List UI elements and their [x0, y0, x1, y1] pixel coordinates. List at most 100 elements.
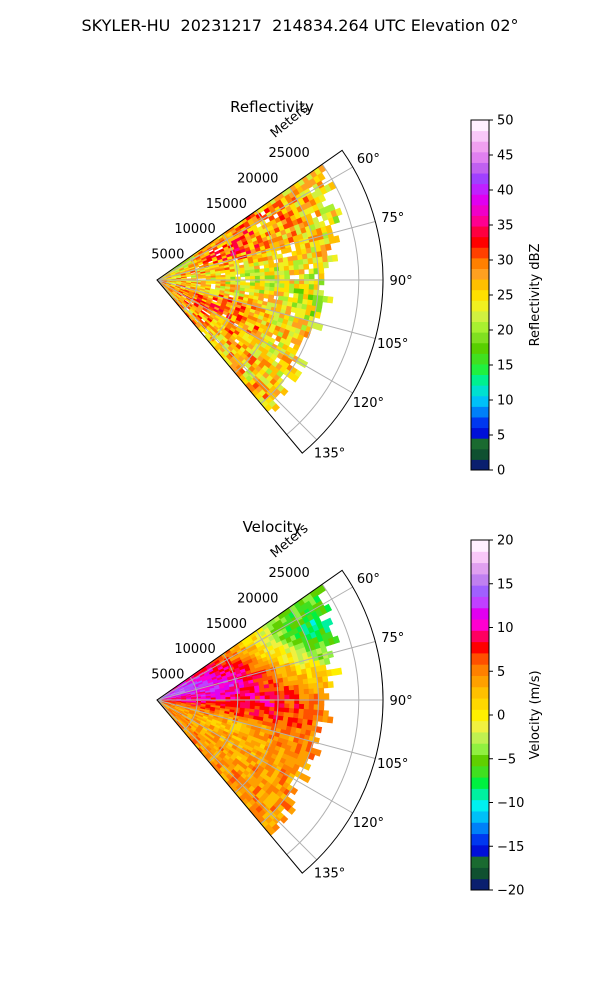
radar-gate [298, 684, 305, 691]
colorbar-segment [471, 183, 489, 195]
panel-title: Reflectivity [230, 98, 314, 116]
colorbar-tick-label: 15 [497, 577, 514, 592]
radar-gate [244, 273, 251, 277]
colorbar-segment [471, 173, 489, 185]
radar-gate [254, 692, 261, 697]
radar-gate [297, 259, 304, 266]
radar-gate [298, 269, 305, 275]
colorbar-segment [471, 652, 489, 665]
radar-gate [293, 264, 300, 271]
radar-gate [334, 207, 343, 217]
colorbar-segment [471, 675, 489, 688]
range-ring [208, 653, 239, 763]
azimuth-spoke [156, 221, 376, 281]
radar-gate [323, 657, 331, 666]
radar-gate [254, 275, 261, 280]
radar-gate [284, 694, 290, 700]
radar-gate [230, 696, 236, 701]
radar-gate [283, 261, 290, 267]
colorbar-segment [471, 236, 489, 248]
colorbar: 0 5 10 15 20 25 30 35 40 45 50 Reflectivity dBZ [470, 114, 543, 479]
radar-gate [299, 694, 305, 700]
radar-gate [269, 267, 275, 273]
azimuth-tick-label: 105° [377, 757, 408, 772]
radar-gate [279, 270, 285, 276]
radar-gate [318, 267, 325, 275]
radar-gate [318, 687, 325, 695]
colorbar-segment [471, 765, 489, 778]
radar-gate [321, 250, 328, 258]
radar-gate [289, 283, 295, 290]
radar-gate [298, 283, 305, 290]
radar-gate [271, 403, 280, 413]
colorbar-segment [471, 596, 489, 609]
radar-gate [215, 697, 222, 701]
radar-gate [259, 271, 266, 277]
radar-gate [293, 689, 300, 696]
radar-gate [210, 281, 217, 285]
radar-gate [288, 288, 295, 294]
radar-gate [254, 272, 261, 277]
radar-gate [317, 682, 324, 689]
radar-gate [323, 693, 330, 700]
radar-gate [274, 690, 281, 696]
radar-gate [288, 269, 295, 276]
radar-gate [279, 815, 289, 824]
radar-gate [332, 635, 341, 644]
radar-gate [318, 709, 325, 717]
radar-gate [292, 259, 300, 266]
radar-gate [269, 695, 276, 700]
azimuth-spoke [156, 279, 353, 394]
radar-gate [308, 268, 315, 275]
radar-gate [284, 274, 290, 280]
radar-gate [279, 283, 285, 289]
range-ring [234, 630, 279, 794]
radar-gate [303, 693, 310, 700]
colorbar-segment [471, 844, 489, 857]
range-ring [208, 233, 239, 343]
radar-gate [259, 702, 266, 708]
range-ring [260, 187, 319, 405]
radar-gate [322, 681, 329, 689]
colorbar-segment [471, 448, 489, 460]
azimuth-tick-label: 105° [377, 337, 408, 352]
radar-data-field [156, 584, 343, 836]
radar-gate [278, 686, 285, 692]
colorbar-segment [471, 585, 489, 597]
radar-gate [287, 806, 297, 815]
colorbar-tick-label: −5 [497, 752, 516, 767]
colorbar-segment [471, 194, 489, 206]
radar-gate [264, 275, 271, 280]
radar-gate [327, 296, 334, 304]
radar-gate [274, 703, 281, 709]
radar-gate [331, 254, 339, 262]
radar-gate [308, 273, 315, 280]
radar-gate [293, 703, 300, 710]
radar-gate [228, 291, 235, 296]
colorbar-segment [471, 630, 489, 643]
colorbar-segment [471, 788, 489, 801]
colorbar-tick-label: 0 [497, 464, 505, 479]
colorbar-segment [471, 427, 489, 439]
radar-gate [298, 689, 305, 695]
radar-gate [317, 172, 326, 182]
radar-gate [279, 703, 285, 709]
radar-gate [298, 288, 305, 295]
radar-gate [249, 692, 256, 697]
radar-gate [322, 261, 329, 269]
radar-gate [279, 274, 286, 280]
radar-gate [302, 293, 309, 301]
radar-gate [303, 704, 310, 710]
radar-gate [283, 681, 290, 687]
radar-gate [280, 387, 289, 397]
radar-gate [293, 283, 300, 290]
colorbar-segment [471, 332, 489, 344]
colorbar-segment [471, 867, 489, 880]
colorbar-segment [471, 300, 489, 312]
colorbar: −20 −15 −10 −5 0 5 10 15 20 Velocity (m/s) [470, 534, 543, 899]
radar-gate [308, 693, 315, 700]
radar-gate [303, 289, 310, 296]
range-tick-label: 20000 [237, 171, 278, 186]
azimuth-tick-label: 90° [390, 274, 413, 289]
radar-gate [273, 291, 280, 297]
